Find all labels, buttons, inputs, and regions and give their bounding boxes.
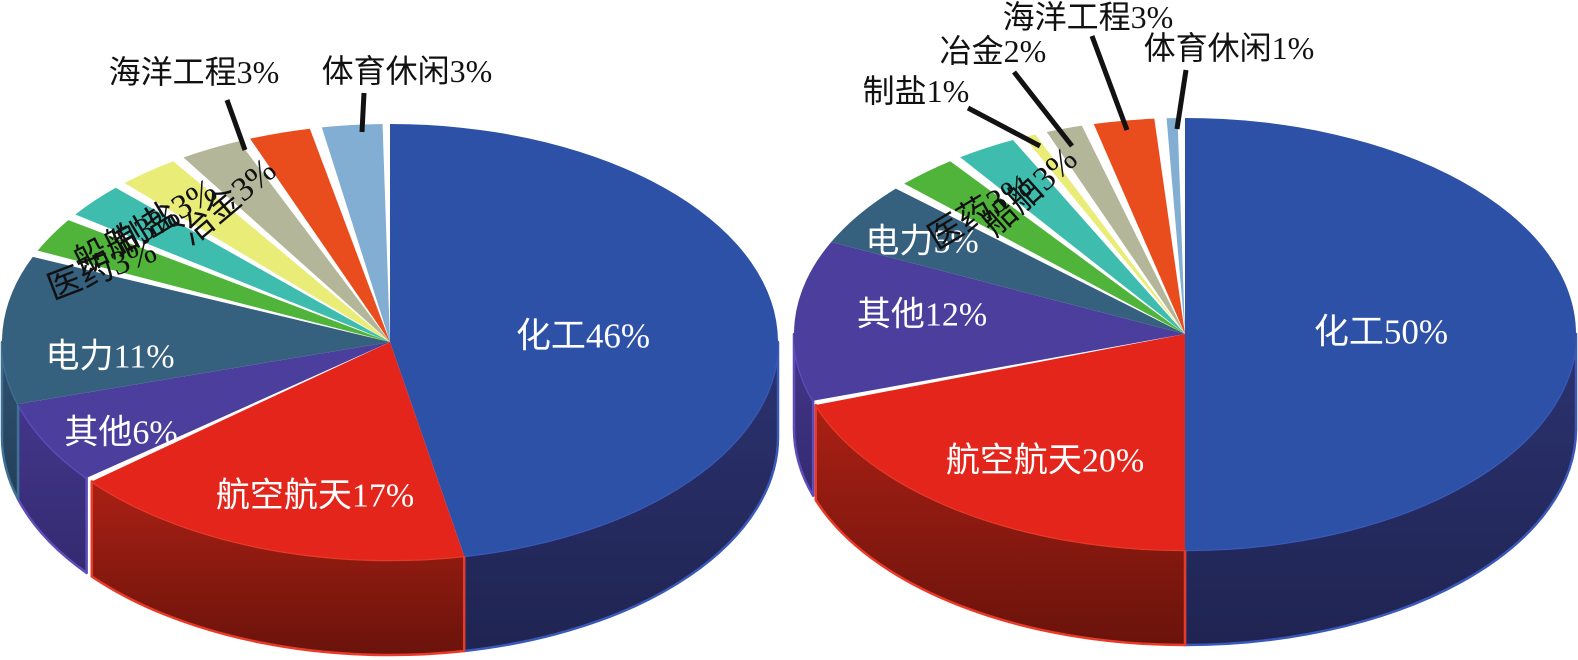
right-pie-slice-pharma xyxy=(904,161,1185,334)
left-pie-label-power: 电力11% xyxy=(45,338,174,376)
left-pie-slice-chemical xyxy=(390,124,779,556)
left-pie-leader-ocean-eng xyxy=(224,99,248,151)
left-pie: 化工46%航空航天17%其他6%电力11%医药3%船舶3%制盐3%冶金3%海洋工… xyxy=(0,53,780,657)
right-pie-slice-other xyxy=(793,242,1185,401)
right-pie: 化工50%航空航天20%其他12%电力5%医药3%船舶3%制盐1%冶金2%海洋工… xyxy=(792,0,1578,647)
right-pie-slice-salt xyxy=(1024,134,1185,334)
left-pie-label-other: 其他6% xyxy=(64,415,177,452)
right-pie-label-aerospace: 航空航天20% xyxy=(946,442,1144,480)
right-pie-leader-ocean-eng xyxy=(1089,35,1130,131)
right-pie-slice-chemical xyxy=(1185,118,1576,550)
left-pie-slice-other xyxy=(18,342,390,478)
right-pie-label-power: 电力5% xyxy=(865,223,978,261)
right-pie-slice-sports xyxy=(1166,118,1185,334)
right-pie-slice-metallurgy xyxy=(1046,125,1185,334)
right-pie-leader-sports xyxy=(1174,69,1189,130)
left-pie-slice-metallurgy xyxy=(183,141,390,342)
right-pie-leader-salt xyxy=(966,105,1042,149)
right-pie-slice-power xyxy=(831,188,1185,334)
left-pie-slice-salt xyxy=(124,161,391,342)
left-pie-leader-sports xyxy=(359,92,367,133)
right-pie-slice-ship xyxy=(960,140,1185,334)
left-pie-label-sports: 体育休闲3% xyxy=(322,53,493,89)
right-pie-slice-ocean-eng xyxy=(1093,118,1185,334)
left-pie-slice-ship xyxy=(75,187,391,342)
right-pie-label-ocean-eng: 海洋工程3% xyxy=(1003,0,1174,35)
left-pie-slice-pharma xyxy=(37,220,390,342)
left-pie-label-ocean-eng: 海洋工程3% xyxy=(109,54,280,90)
left-pie-slice-aerospace xyxy=(91,342,465,561)
left-pie-slice-sports xyxy=(321,124,390,342)
right-pie-leader-metallurgy xyxy=(1012,70,1074,148)
left-pie-slice-power xyxy=(1,256,390,405)
left-pie-slice-ocean-eng xyxy=(250,128,390,342)
right-pie-label-chemical: 化工50% xyxy=(1314,313,1448,352)
right-pie-label-metallurgy: 冶金2% xyxy=(940,33,1047,69)
right-pie-label-salt: 制盐1% xyxy=(863,73,970,109)
left-pie-label-aerospace: 航空航天17% xyxy=(216,477,414,515)
right-pie-label-sports: 体育休闲1% xyxy=(1144,30,1315,66)
right-pie-label-other: 其他12% xyxy=(857,297,987,334)
left-pie-label-chemical: 化工46% xyxy=(516,317,650,356)
right-pie-slice-aerospace xyxy=(815,334,1185,550)
